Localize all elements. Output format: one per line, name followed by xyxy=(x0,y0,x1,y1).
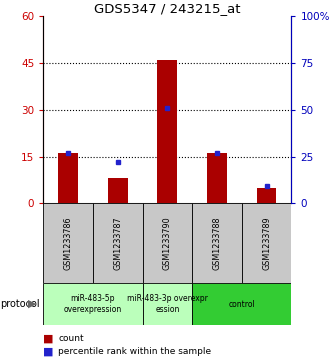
Bar xyxy=(43,283,143,325)
Bar xyxy=(143,203,192,283)
Bar xyxy=(158,60,177,203)
Text: percentile rank within the sample: percentile rank within the sample xyxy=(58,347,211,356)
Bar xyxy=(108,178,128,203)
Bar xyxy=(207,154,227,203)
Text: ■: ■ xyxy=(43,346,54,356)
Text: GSM1233790: GSM1233790 xyxy=(163,216,172,270)
Text: ▶: ▶ xyxy=(28,299,36,309)
Bar xyxy=(192,283,291,325)
Text: count: count xyxy=(58,334,84,343)
Text: GSM1233789: GSM1233789 xyxy=(262,216,271,270)
Text: protocol: protocol xyxy=(0,299,40,309)
Text: GSM1233788: GSM1233788 xyxy=(212,216,221,270)
Text: ■: ■ xyxy=(43,333,54,343)
Bar xyxy=(242,203,291,283)
Text: miR-483-5p
overexpression: miR-483-5p overexpression xyxy=(64,294,122,314)
Bar xyxy=(58,154,78,203)
Bar xyxy=(43,203,93,283)
Bar xyxy=(93,203,143,283)
Text: miR-483-3p overexpr
ession: miR-483-3p overexpr ession xyxy=(127,294,208,314)
Title: GDS5347 / 243215_at: GDS5347 / 243215_at xyxy=(94,2,240,15)
Text: GSM1233787: GSM1233787 xyxy=(113,216,122,270)
Text: control: control xyxy=(228,299,255,309)
Text: GSM1233786: GSM1233786 xyxy=(64,216,73,270)
Bar xyxy=(192,203,242,283)
Bar xyxy=(143,283,192,325)
Bar xyxy=(257,188,276,203)
